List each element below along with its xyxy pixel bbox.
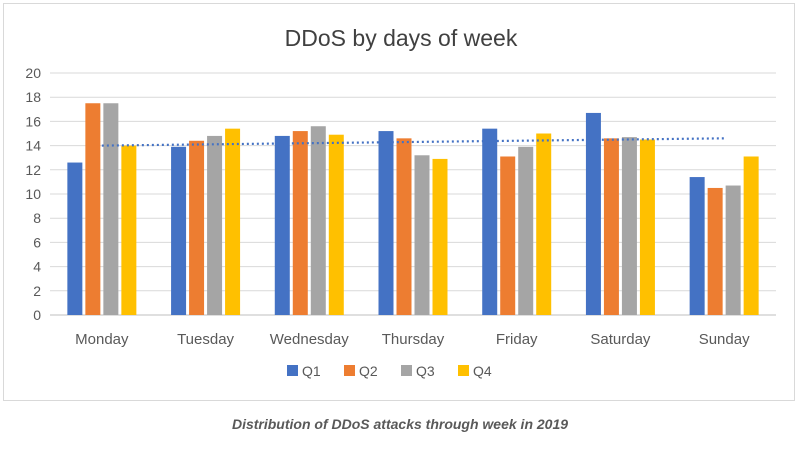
y-tick-label: 12 (25, 162, 41, 178)
bar-q1-friday (482, 128, 498, 315)
y-tick-label: 18 (25, 89, 41, 105)
y-tick-label: 0 (33, 307, 41, 323)
bar-q1-wednesday (274, 135, 290, 315)
bar-q4-wednesday (328, 134, 344, 315)
bar-q2-sunday (707, 187, 723, 315)
x-tick-label: Tuesday (177, 331, 234, 348)
bar-q4-thursday (432, 158, 448, 315)
bar-q2-tuesday (189, 140, 205, 315)
bar-q1-thursday (378, 131, 394, 315)
x-tick-label: Wednesday (270, 331, 349, 348)
bar-q3-saturday (621, 137, 637, 315)
legend-label-q2: Q2 (359, 363, 378, 379)
bar-q3-tuesday (207, 135, 223, 315)
legend-swatch-q4 (458, 365, 469, 376)
x-tick-label: Thursday (382, 331, 445, 348)
bar-q2-saturday (603, 138, 619, 315)
bar-q1-tuesday (171, 146, 187, 315)
y-tick-label: 14 (25, 138, 41, 154)
bar-q3-friday (518, 146, 534, 315)
trendline (101, 137, 725, 147)
y-tick-label: 20 (25, 65, 41, 81)
y-tick-label: 10 (25, 186, 41, 202)
y-tick-label: 8 (33, 210, 41, 226)
bar-q3-monday (103, 103, 119, 315)
bar-q3-sunday (725, 185, 741, 315)
y-tick-label: 16 (25, 113, 41, 129)
bar-q4-tuesday (225, 128, 241, 315)
x-tick-label: Friday (496, 331, 538, 348)
bar-q3-wednesday (310, 126, 326, 316)
bar-q1-monday (67, 162, 83, 315)
bar-q1-sunday (689, 177, 705, 315)
legend-swatch-q3 (401, 365, 412, 376)
x-tick-label: Monday (75, 331, 129, 348)
figure-caption: Distribution of DDoS attacks through wee… (231, 416, 569, 432)
legend-label-q1: Q1 (302, 363, 321, 379)
bar-q2-friday (500, 156, 516, 315)
x-tick-label: Saturday (590, 331, 651, 348)
bar-q4-saturday (639, 139, 655, 315)
legend-label-q3: Q3 (416, 363, 435, 379)
chart-svg: DDoS by days of week 0 2 4 6 8 10 12 14 16 18 20 Mo… (25, 25, 776, 379)
bar-q4-monday (121, 145, 137, 315)
legend-swatch-q2 (344, 365, 355, 376)
legend-label-q4: Q4 (473, 363, 492, 379)
y-tick-label: 4 (33, 259, 41, 275)
x-tick-label: Sunday (699, 331, 750, 348)
bar-q2-monday (85, 103, 101, 315)
legend-swatch-q1 (287, 365, 298, 376)
bar-q2-thursday (396, 138, 412, 315)
chart-frame: DDoS by days of week 0 2 4 6 8 10 12 14 16 18 20 Mo… (3, 3, 795, 401)
bar-q2-wednesday (292, 131, 308, 315)
bar-q3-thursday (414, 155, 430, 315)
y-tick-label: 2 (33, 283, 41, 299)
bar-q4-friday (536, 133, 552, 315)
bar-q4-sunday (743, 156, 759, 315)
bar-q1-saturday (585, 112, 601, 316)
chart-title: DDoS by days of week (285, 25, 518, 51)
y-tick-label: 6 (33, 234, 41, 250)
